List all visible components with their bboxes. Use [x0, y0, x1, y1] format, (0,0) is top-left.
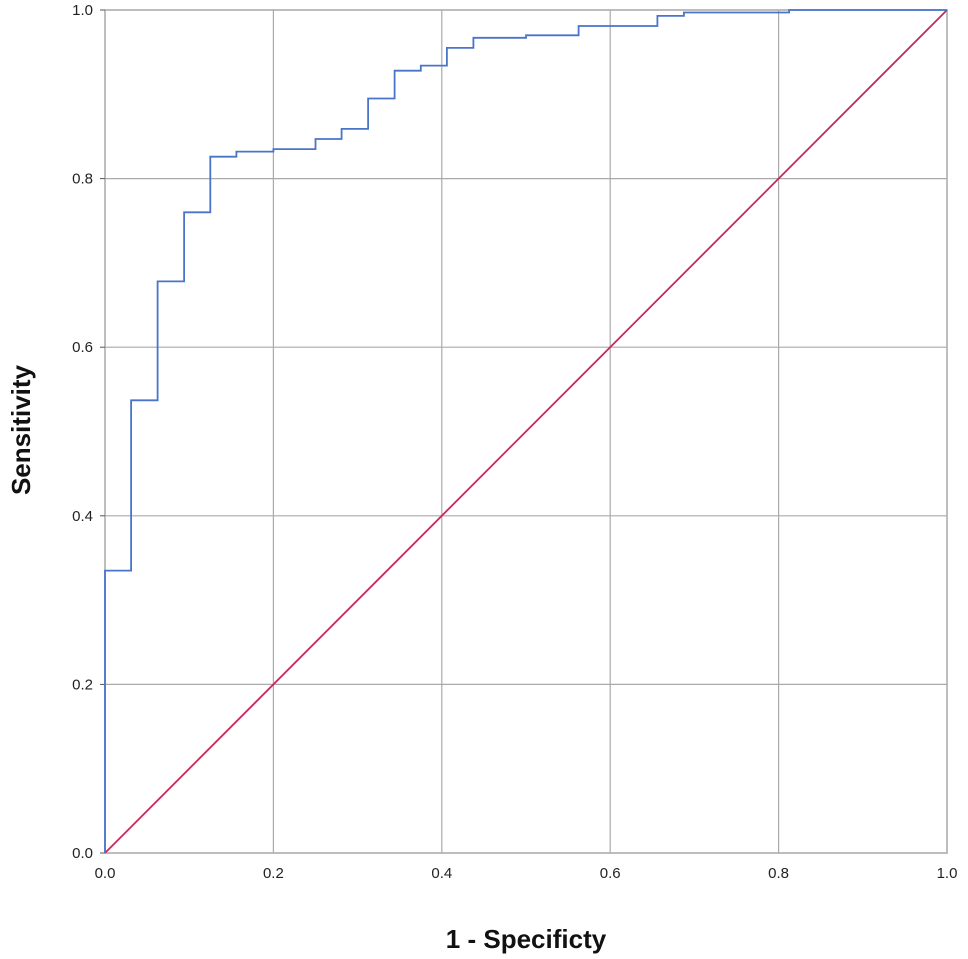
x-tick-label: 0.8 — [768, 865, 789, 882]
y-tick-label: 0.8 — [72, 171, 93, 188]
y-axis-label: Sensitivity — [6, 364, 36, 495]
y-tick-label: 0.0 — [72, 845, 93, 862]
x-tick-label: 0.6 — [600, 865, 621, 882]
x-axis-label: 1 - Specificty — [446, 924, 607, 954]
x-tick-label: 1.0 — [937, 865, 958, 882]
y-tick-label: 1.0 — [72, 2, 93, 19]
y-tick-label: 0.4 — [72, 508, 93, 525]
x-tick-label: 0.4 — [431, 865, 452, 882]
reference-line-line — [104, 9, 948, 854]
x-tick-label: 0.2 — [263, 865, 284, 882]
series-layer — [104, 9, 948, 854]
x-tick-label: 0.0 — [95, 865, 116, 882]
y-tick-label: 0.2 — [72, 676, 93, 693]
y-tick-label: 0.6 — [72, 339, 93, 356]
roc-curve-line — [104, 9, 947, 853]
x-axis-ticks: 0.0 0.2 0.4 0.6 0.8 1.0 — [95, 865, 958, 882]
y-axis-ticks: 0.0 0.2 0.4 0.6 0.8 1.0 — [72, 2, 93, 862]
